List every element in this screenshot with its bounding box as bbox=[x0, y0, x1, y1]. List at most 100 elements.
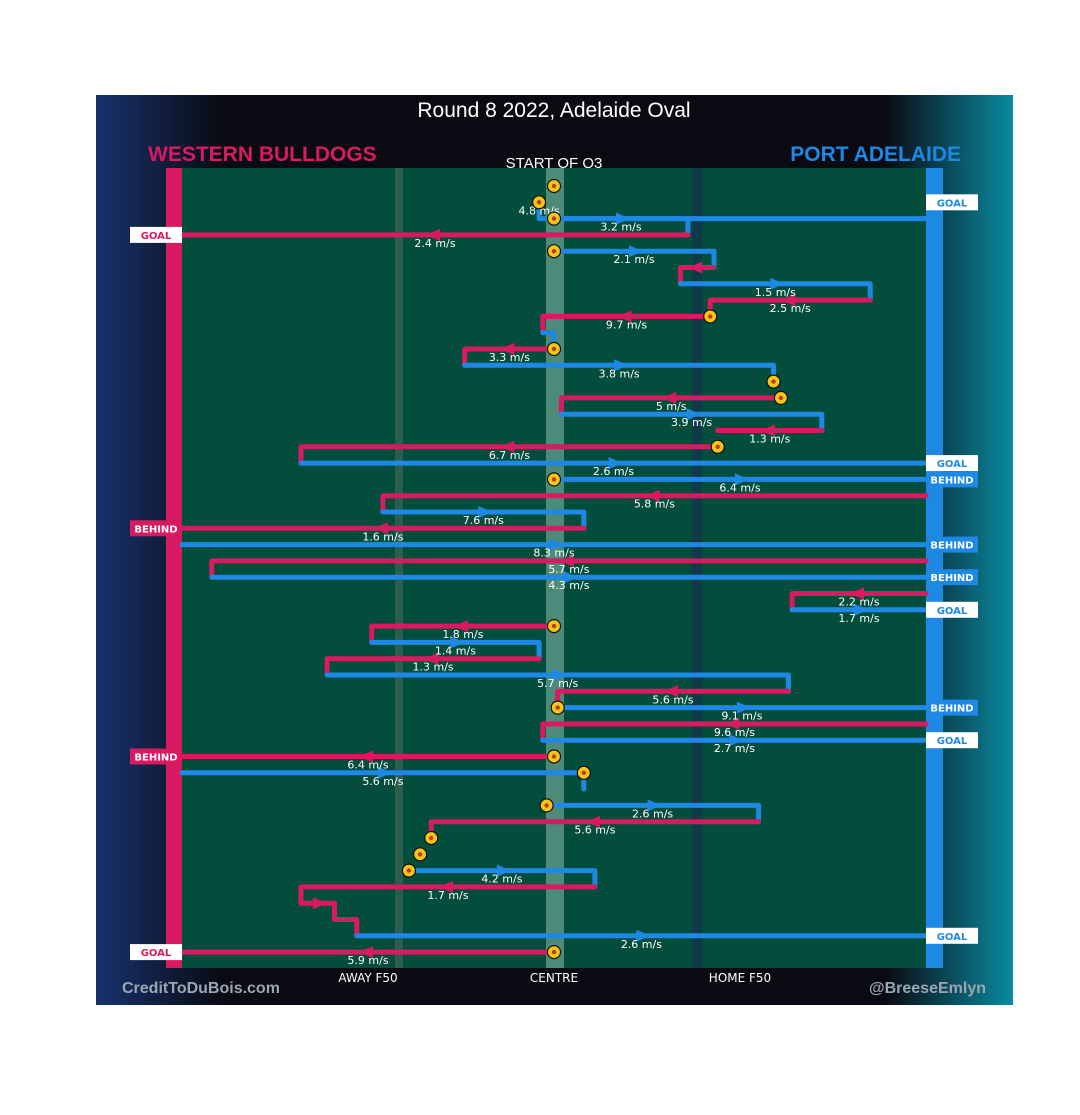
result-badge bbox=[926, 699, 978, 716]
football-icon-centre bbox=[551, 346, 557, 352]
chain-arrow-16 bbox=[735, 473, 749, 486]
chain-arrow-34 bbox=[377, 766, 392, 779]
away-goal-bar bbox=[166, 168, 182, 968]
home-goal-bar bbox=[926, 168, 943, 968]
speed-label: 1.4 m/s bbox=[435, 644, 476, 657]
speed-label: 5.9 m/s bbox=[347, 954, 388, 967]
chain-arrow-5 bbox=[770, 277, 785, 290]
chain-arrow-1 bbox=[615, 212, 630, 225]
speed-label: 1.3 m/s bbox=[749, 433, 790, 446]
chain-arrow-22 bbox=[563, 571, 578, 584]
speed-label: 1.3 m/s bbox=[413, 661, 454, 674]
chain-arrow-37 bbox=[496, 864, 511, 877]
chain-away-25 bbox=[369, 623, 557, 645]
chain-arrow-7 bbox=[617, 310, 632, 323]
speed-label: 5.6 m/s bbox=[574, 824, 615, 837]
football-icon-centre bbox=[551, 183, 557, 189]
football-icon-centre bbox=[581, 770, 586, 775]
speed-label: 2.6 m/s bbox=[621, 938, 662, 951]
chain-arrow-2 bbox=[425, 228, 440, 241]
chain-arrow-13 bbox=[760, 424, 775, 437]
result-badge bbox=[926, 601, 978, 618]
chain-arrow-4 bbox=[688, 261, 703, 274]
chain-home-12 bbox=[558, 411, 825, 433]
chain-away-23 bbox=[789, 591, 929, 613]
speed-label: 3.9 m/s bbox=[671, 416, 712, 429]
chain-arrow-36 bbox=[585, 815, 600, 828]
chain-arrow-11 bbox=[662, 391, 677, 404]
speed-label: 3.3 m/s bbox=[489, 351, 530, 364]
chain-away-31 bbox=[540, 721, 929, 743]
speed-label: 1.8 m/s bbox=[442, 628, 483, 641]
chain-arrow-39 bbox=[312, 897, 327, 910]
x-tick-label: HOME F50 bbox=[709, 971, 771, 985]
speed-label: 2.6 m/s bbox=[632, 807, 673, 820]
chain-arrow-19 bbox=[373, 522, 388, 535]
result-badge bbox=[130, 944, 182, 961]
result-badge bbox=[926, 536, 978, 553]
speed-label: 9.7 m/s bbox=[606, 318, 647, 331]
chain-home-3 bbox=[551, 248, 717, 270]
speed-label: 1.7 m/s bbox=[838, 612, 879, 625]
chain-arrow-14 bbox=[500, 440, 515, 453]
chain-away-39 bbox=[298, 900, 337, 922]
chain-arrow-31 bbox=[725, 717, 740, 730]
chain-arrow-32 bbox=[729, 734, 744, 747]
speed-label: 6.4 m/s bbox=[347, 759, 388, 772]
result-label: GOAL bbox=[937, 932, 968, 943]
football-icon-centre bbox=[406, 868, 412, 873]
speed-label: 6.7 m/s bbox=[489, 449, 530, 462]
result-badge bbox=[130, 520, 182, 537]
speed-label: 8.3 m/s bbox=[533, 547, 574, 560]
result-badge bbox=[130, 748, 182, 765]
result-label: GOAL bbox=[937, 198, 968, 209]
labels-layer: 4.8 m/s3.2 m/s2.4 m/s2.1 m/s1.5 m/s2.5 m… bbox=[347, 204, 879, 967]
credit-right: @BreeseEmlyn bbox=[869, 980, 986, 997]
football-icon-centre bbox=[429, 835, 434, 841]
speed-label: 2.2 m/s bbox=[838, 596, 879, 609]
chain-arrow-23 bbox=[850, 587, 865, 600]
result-badge bbox=[926, 455, 978, 472]
home-f50-line bbox=[692, 168, 702, 968]
chain-away-21 bbox=[209, 558, 929, 580]
chain-arrow-28 bbox=[552, 669, 567, 681]
speed-label: 2.1 m/s bbox=[613, 253, 654, 266]
chain-away-27 bbox=[324, 656, 542, 678]
football-icon-centre bbox=[715, 444, 720, 449]
chain-away-14 bbox=[298, 444, 721, 466]
speed-label: 4.3 m/s bbox=[548, 579, 589, 592]
chain-home-1 bbox=[551, 216, 691, 238]
chart-svg: Round 8 2022, Adelaide Oval WESTERN BULL… bbox=[96, 95, 1013, 1005]
chain-arrow-35 bbox=[647, 799, 662, 812]
speed-label: 2.7 m/s bbox=[714, 742, 755, 755]
centre-band bbox=[546, 168, 564, 968]
football-icon-centre bbox=[555, 705, 560, 710]
chain-home-5 bbox=[678, 281, 873, 303]
result-badge bbox=[926, 927, 978, 944]
chain-away-40 bbox=[332, 917, 360, 939]
football-icon-centre bbox=[417, 852, 423, 857]
football-icon-centre bbox=[551, 754, 557, 759]
home-team-name: PORT ADELAIDE bbox=[790, 143, 961, 166]
result-badge bbox=[926, 471, 978, 488]
chain-home-37 bbox=[406, 868, 598, 890]
speed-label: 9.6 m/s bbox=[714, 726, 755, 739]
speed-label: 5.8 m/s bbox=[634, 498, 675, 511]
chain-home-28 bbox=[324, 672, 791, 694]
chain-away-11 bbox=[558, 395, 784, 417]
chain-away-38 bbox=[298, 884, 598, 906]
chain-arrow-29 bbox=[664, 685, 679, 698]
speed-label: 5.7 m/s bbox=[537, 677, 578, 690]
chain-home-18 bbox=[380, 509, 587, 531]
chain-away-7 bbox=[540, 313, 713, 336]
speed-label: 5 m/s bbox=[656, 400, 687, 413]
chain-arrow-10 bbox=[614, 359, 629, 372]
speed-label: 2.6 m/s bbox=[593, 465, 634, 478]
chain-arrow-6 bbox=[781, 294, 796, 307]
result-label: BEHIND bbox=[930, 704, 973, 715]
speed-label: 5.7 m/s bbox=[548, 563, 589, 576]
chain-away-4 bbox=[678, 265, 717, 287]
result-badge bbox=[926, 732, 978, 749]
speed-label: 3.2 m/s bbox=[600, 221, 641, 234]
x-tick-label: CENTRE bbox=[530, 971, 578, 985]
